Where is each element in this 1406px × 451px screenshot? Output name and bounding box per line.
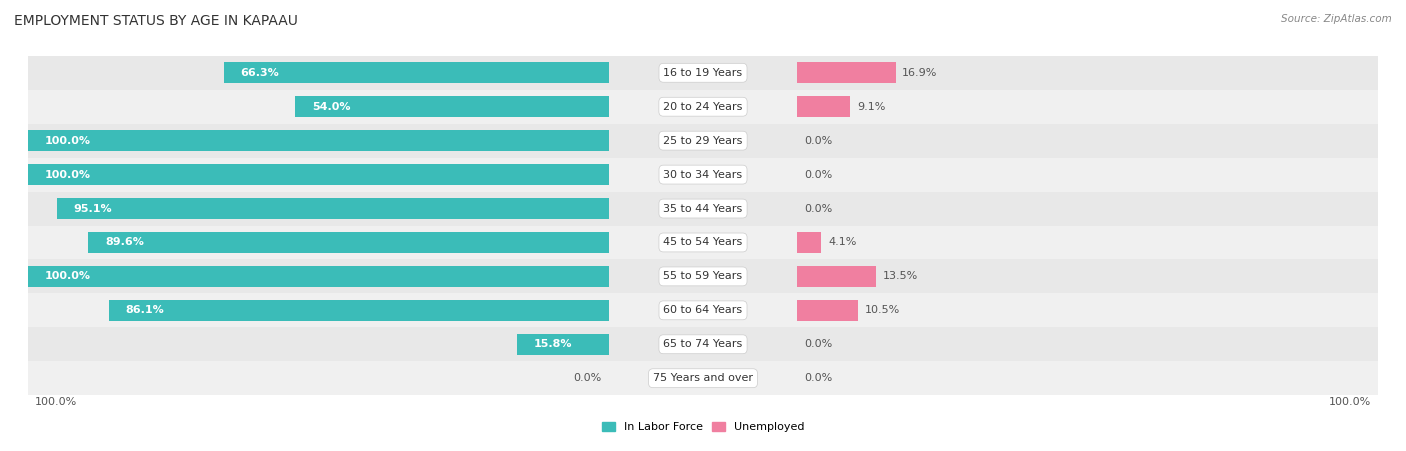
Bar: [28, 130, 609, 151]
Bar: [28, 266, 609, 287]
Text: 86.1%: 86.1%: [125, 305, 165, 315]
Bar: [797, 266, 876, 287]
Bar: [797, 96, 851, 117]
Text: 20 to 24 Years: 20 to 24 Years: [664, 102, 742, 112]
Text: 9.1%: 9.1%: [858, 102, 886, 112]
Text: 15.8%: 15.8%: [534, 339, 572, 349]
Text: 55 to 59 Years: 55 to 59 Years: [664, 272, 742, 281]
Text: 89.6%: 89.6%: [105, 238, 145, 248]
Bar: [28, 164, 609, 185]
Text: 0.0%: 0.0%: [804, 203, 832, 213]
Text: 16 to 19 Years: 16 to 19 Years: [664, 68, 742, 78]
Text: Source: ZipAtlas.com: Source: ZipAtlas.com: [1281, 14, 1392, 23]
Bar: [28, 293, 1378, 327]
Text: 100.0%: 100.0%: [45, 136, 91, 146]
Text: 35 to 44 Years: 35 to 44 Years: [664, 203, 742, 213]
Bar: [797, 232, 821, 253]
Bar: [797, 62, 896, 83]
Bar: [517, 334, 609, 355]
Legend: In Labor Force, Unemployed: In Labor Force, Unemployed: [602, 422, 804, 433]
Text: 4.1%: 4.1%: [828, 238, 856, 248]
Bar: [224, 62, 609, 83]
Bar: [28, 259, 1378, 293]
Text: 100.0%: 100.0%: [1329, 397, 1371, 407]
Bar: [56, 198, 609, 219]
Bar: [28, 327, 1378, 361]
Bar: [797, 300, 859, 321]
Text: 66.3%: 66.3%: [240, 68, 280, 78]
Text: 95.1%: 95.1%: [73, 203, 112, 213]
Text: 0.0%: 0.0%: [804, 373, 832, 383]
Text: 100.0%: 100.0%: [45, 272, 91, 281]
Text: 100.0%: 100.0%: [35, 397, 77, 407]
Text: 0.0%: 0.0%: [804, 339, 832, 349]
Text: 65 to 74 Years: 65 to 74 Years: [664, 339, 742, 349]
Text: 75 Years and over: 75 Years and over: [652, 373, 754, 383]
Text: EMPLOYMENT STATUS BY AGE IN KAPAAU: EMPLOYMENT STATUS BY AGE IN KAPAAU: [14, 14, 298, 28]
Bar: [28, 192, 1378, 226]
Text: 30 to 34 Years: 30 to 34 Years: [664, 170, 742, 179]
Text: 10.5%: 10.5%: [865, 305, 900, 315]
Bar: [28, 124, 1378, 158]
Bar: [108, 300, 609, 321]
Text: 16.9%: 16.9%: [903, 68, 938, 78]
Text: 60 to 64 Years: 60 to 64 Years: [664, 305, 742, 315]
Bar: [28, 226, 1378, 259]
Bar: [28, 56, 1378, 90]
Bar: [28, 361, 1378, 395]
Text: 45 to 54 Years: 45 to 54 Years: [664, 238, 742, 248]
Bar: [295, 96, 609, 117]
Text: 54.0%: 54.0%: [312, 102, 350, 112]
Text: 100.0%: 100.0%: [45, 170, 91, 179]
Text: 0.0%: 0.0%: [574, 373, 602, 383]
Text: 0.0%: 0.0%: [804, 136, 832, 146]
Bar: [89, 232, 609, 253]
Bar: [28, 90, 1378, 124]
Text: 25 to 29 Years: 25 to 29 Years: [664, 136, 742, 146]
Text: 0.0%: 0.0%: [804, 170, 832, 179]
Text: 13.5%: 13.5%: [883, 272, 918, 281]
Bar: [28, 158, 1378, 192]
